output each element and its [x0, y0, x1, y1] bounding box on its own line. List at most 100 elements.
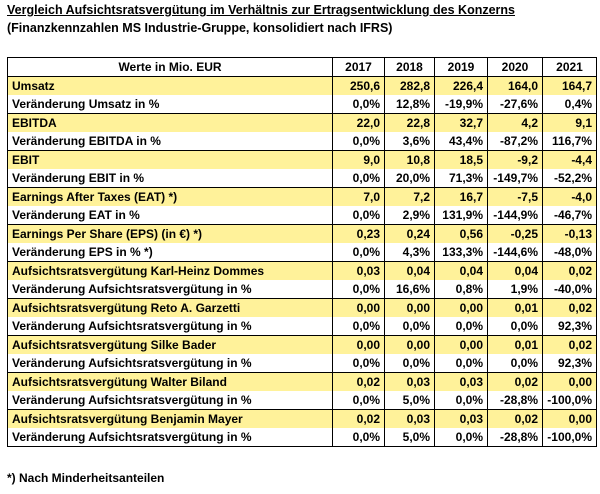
row-value: -4,4: [542, 150, 597, 169]
row-value: 226,4: [434, 76, 488, 95]
row-value: 0,01: [487, 298, 543, 317]
table-row: Veränderung Aufsichtsratsvergütung in % 0…: [7, 354, 597, 373]
row-value: 0,02: [487, 372, 543, 391]
header-year: 2017: [332, 57, 385, 77]
row-value: -40,0%: [542, 280, 597, 299]
row-value: 0,00: [542, 372, 597, 391]
row-value: 133,3%: [434, 243, 488, 262]
row-value: 0,23: [332, 224, 385, 243]
row-value: 16,6%: [384, 280, 435, 299]
row-value: 0,00: [434, 335, 488, 354]
table-row: Veränderung Aufsichtsratsvergütung in % 0…: [7, 428, 597, 447]
row-value: 0,02: [542, 298, 597, 317]
row-value: 0,0%: [332, 428, 385, 447]
row-value: 2,9%: [384, 206, 435, 225]
table-body: Umsatz 250,6 282,8 226,4 164,0 164,7 Veränderu…: [7, 76, 597, 447]
row-label: Aufsichtsratsvergütung Walter Biland: [7, 372, 333, 391]
row-value: -144,9%: [487, 206, 543, 225]
row-value: 0,0%: [487, 354, 543, 373]
row-label: Earnings After Taxes (EAT) *): [7, 187, 333, 206]
row-value: 250,6: [332, 76, 385, 95]
header-year: 2019: [434, 57, 488, 77]
row-label: EBIT: [7, 150, 333, 169]
row-value: 116,7%: [542, 132, 597, 151]
row-value: 12,8%: [384, 95, 435, 114]
row-value: 0,0%: [384, 354, 435, 373]
table-row: Veränderung EAT in % 0,0% 2,9% 131,9% -144,9…: [7, 206, 597, 225]
row-value: -144,6%: [487, 243, 543, 262]
row-value: 164,7: [542, 76, 597, 95]
header-year: 2021: [542, 57, 597, 77]
row-value: 0,0%: [332, 354, 385, 373]
row-value: 4,3%: [384, 243, 435, 262]
row-value: 0,03: [384, 372, 435, 391]
document-title: Vergleich Aufsichtsratsvergütung im Verh…: [7, 3, 515, 17]
row-value: 0,0%: [434, 354, 488, 373]
row-label: Aufsichtsratsvergütung Benjamin Mayer: [7, 409, 333, 428]
row-value: -28,8%: [487, 391, 543, 410]
row-value: 3,6%: [384, 132, 435, 151]
row-value: 0,02: [542, 335, 597, 354]
row-value: 0,00: [434, 298, 488, 317]
document-subtitle: (Finanzkennzahlen MS Industrie-Gruppe, k…: [7, 21, 393, 35]
row-value: 7,2: [384, 187, 435, 206]
table-row: Aufsichtsratsvergütung Karl-Heinz Dommes…: [7, 261, 597, 280]
row-value: -100,0%: [542, 428, 597, 447]
row-value: -28,8%: [487, 428, 543, 447]
table-row: EBITDA 22,0 22,8 32,7 4,2 9,1: [7, 113, 597, 132]
header-year: 2018: [384, 57, 435, 77]
row-label: Veränderung Aufsichtsratsvergütung in %: [7, 354, 333, 373]
row-value: -0,13: [542, 224, 597, 243]
row-value: 9,1: [542, 113, 597, 132]
row-value: -0,25: [487, 224, 543, 243]
row-value: 0,0%: [332, 206, 385, 225]
row-value: 164,0: [487, 76, 543, 95]
table-row: Aufsichtsratsvergütung Walter Biland 0,02…: [7, 372, 597, 391]
row-value: 0,03: [434, 372, 488, 391]
row-value: 0,0%: [332, 95, 385, 114]
row-value: 43,4%: [434, 132, 488, 151]
row-value: 22,0: [332, 113, 385, 132]
row-value: 0,02: [487, 409, 543, 428]
row-value: 92,3%: [542, 317, 597, 336]
row-value: -48,0%: [542, 243, 597, 262]
row-value: 0,56: [434, 224, 488, 243]
row-label: Veränderung EBITDA in %: [7, 132, 333, 151]
row-label: Veränderung Aufsichtsratsvergütung in %: [7, 391, 333, 410]
row-label: Earnings Per Share (EPS) (in €) *): [7, 224, 333, 243]
row-value: 0,4%: [542, 95, 597, 114]
row-value: -27,6%: [487, 95, 543, 114]
row-label: Aufsichtsratsvergütung Karl-Heinz Dommes: [7, 261, 333, 280]
table-row: Veränderung EBITDA in % 0,0% 3,6% 43,4% -87,…: [7, 132, 597, 151]
row-value: 4,2: [487, 113, 543, 132]
row-value: 0,0%: [434, 428, 488, 447]
row-label: EBITDA: [7, 113, 333, 132]
row-label: Veränderung Umsatz in %: [7, 95, 333, 114]
row-value: 0,00: [384, 298, 435, 317]
row-value: 1,9%: [487, 280, 543, 299]
row-value: 0,00: [332, 335, 385, 354]
row-value: 0,02: [542, 261, 597, 280]
row-value: 0,0%: [332, 169, 385, 188]
row-value: -9,2: [487, 150, 543, 169]
row-label: Veränderung Aufsichtsratsvergütung in %: [7, 317, 333, 336]
table-row: Veränderung Umsatz in % 0,0% 12,8% -19,9% -2…: [7, 95, 597, 114]
row-label: Veränderung EBIT in %: [7, 169, 333, 188]
table-row: EBIT 9,0 10,8 18,5 -9,2 -4,4: [7, 150, 597, 169]
row-value: 0,0%: [384, 317, 435, 336]
row-value: 0,04: [434, 261, 488, 280]
row-label: Veränderung Aufsichtsratsvergütung in %: [7, 428, 333, 447]
row-value: 0,0%: [487, 317, 543, 336]
row-value: 5,0%: [384, 391, 435, 410]
row-label: Veränderung EAT in %: [7, 206, 333, 225]
row-value: 0,0%: [434, 391, 488, 410]
table-header-row: Werte in Mio. EUR 2017 2018 2019 2020 20…: [7, 57, 597, 77]
row-value: 10,8: [384, 150, 435, 169]
row-value: -4,0: [542, 187, 597, 206]
row-value: 5,0%: [384, 428, 435, 447]
row-value: 0,00: [332, 298, 385, 317]
row-value: 0,00: [384, 335, 435, 354]
row-value: 0,0%: [332, 132, 385, 151]
row-value: -100,0%: [542, 391, 597, 410]
